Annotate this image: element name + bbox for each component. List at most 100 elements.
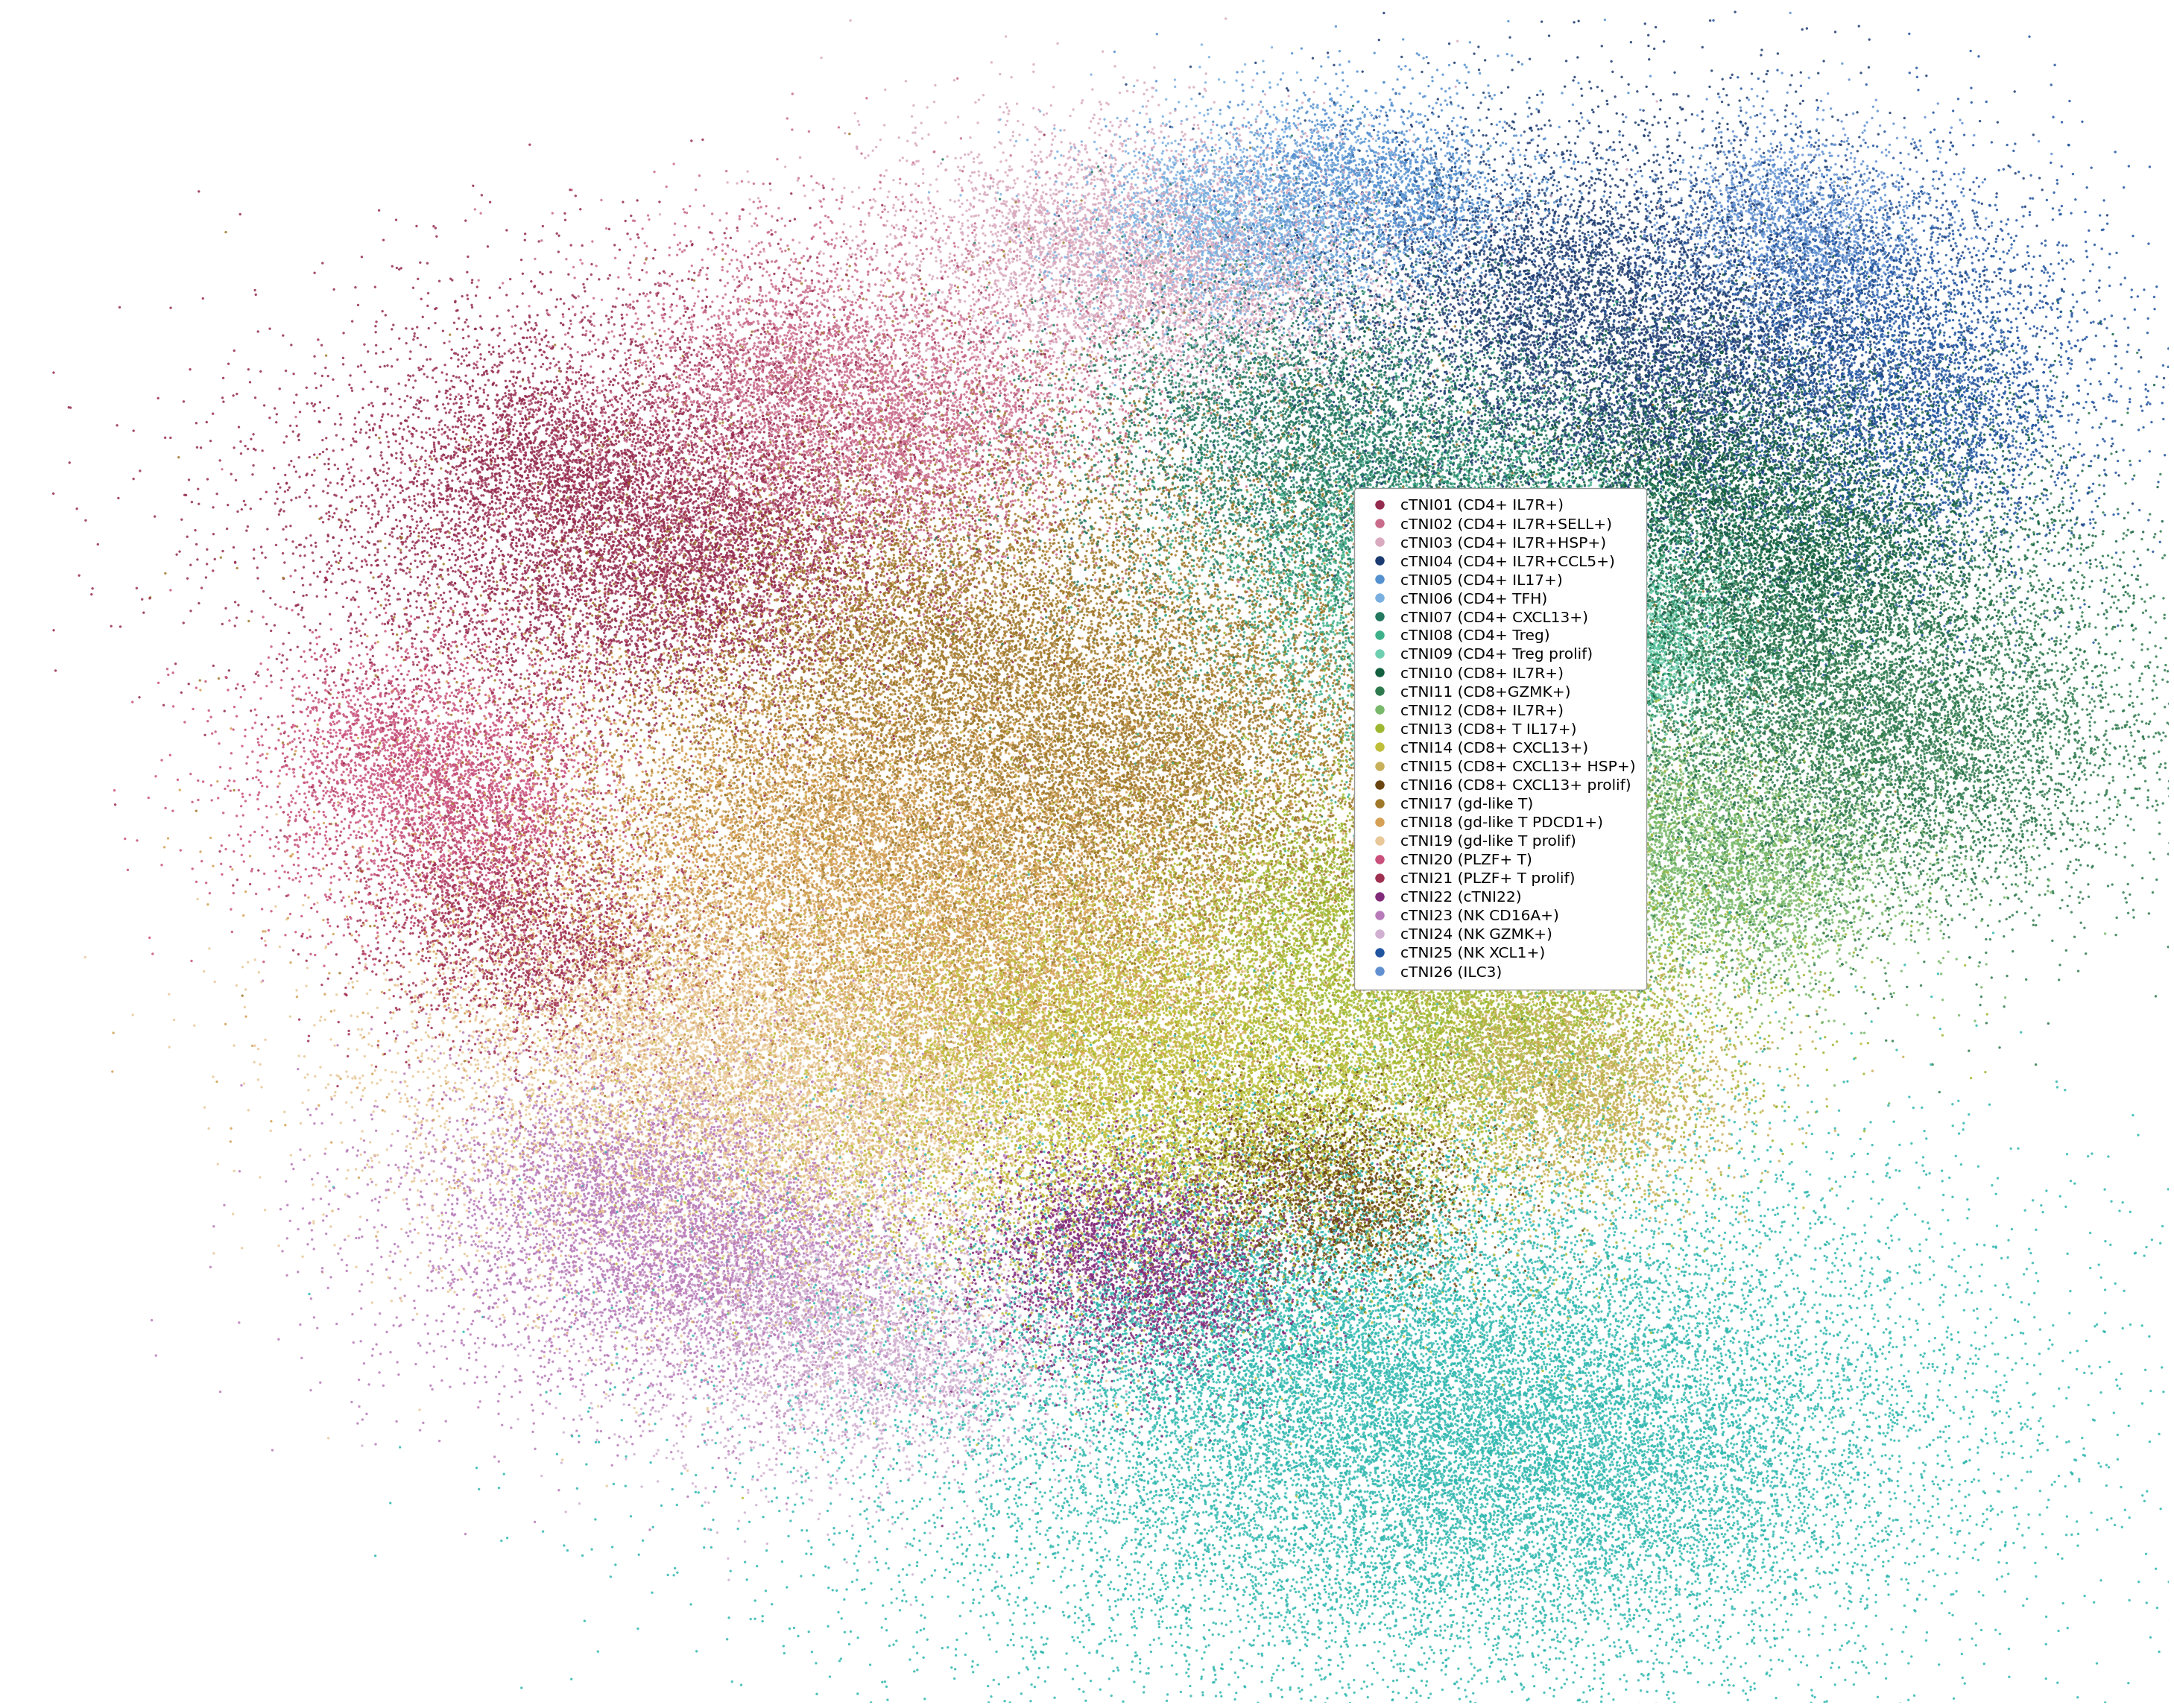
Point xyxy=(839,348,874,376)
Point xyxy=(770,1033,804,1061)
Point xyxy=(1904,845,1939,873)
Point xyxy=(415,1196,450,1223)
Point xyxy=(1311,1442,1346,1469)
Point xyxy=(1017,769,1052,796)
Point xyxy=(828,1095,863,1122)
Point xyxy=(1337,897,1372,924)
Point xyxy=(1387,126,1422,154)
Point xyxy=(1785,528,1820,555)
Point xyxy=(748,1310,783,1337)
Point xyxy=(1150,1129,1185,1156)
Point xyxy=(1320,837,1354,864)
Point xyxy=(1152,1057,1187,1085)
Point xyxy=(1307,946,1341,974)
Point xyxy=(1350,844,1385,871)
Point xyxy=(1898,468,1933,495)
Point xyxy=(1154,1076,1189,1103)
Point xyxy=(1224,254,1259,282)
Point xyxy=(1420,972,1454,999)
Point xyxy=(1620,1242,1654,1269)
Point xyxy=(1480,719,1515,746)
Point xyxy=(1165,268,1200,295)
Point xyxy=(733,287,767,314)
Point xyxy=(454,548,489,576)
Point xyxy=(1844,393,1878,420)
Point xyxy=(741,367,776,395)
Point xyxy=(1683,740,1717,767)
Point xyxy=(657,760,691,787)
Point xyxy=(1459,314,1494,342)
Point xyxy=(1096,924,1130,951)
Point xyxy=(1841,548,1876,576)
Point xyxy=(974,813,1009,840)
Point xyxy=(509,405,544,432)
Point xyxy=(1409,842,1444,869)
Point xyxy=(787,1313,822,1341)
Point xyxy=(1133,1320,1167,1348)
Point xyxy=(1711,179,1746,207)
Point xyxy=(1298,159,1333,186)
Point xyxy=(1174,1325,1209,1353)
Point xyxy=(1583,758,1617,786)
Point xyxy=(1404,816,1439,844)
Point xyxy=(815,345,850,372)
Point xyxy=(1465,521,1500,548)
Point xyxy=(1600,289,1635,316)
Point xyxy=(854,789,889,816)
Point xyxy=(1341,806,1376,834)
Point xyxy=(1787,162,1822,190)
Point xyxy=(1652,458,1687,485)
Point xyxy=(1607,439,1641,466)
Point xyxy=(1820,806,1854,834)
Point xyxy=(1926,454,1961,482)
Point xyxy=(1607,251,1641,278)
Point xyxy=(1852,470,1887,497)
Point xyxy=(1548,1295,1583,1322)
Point xyxy=(974,535,1009,562)
Point xyxy=(1326,1308,1361,1336)
Point xyxy=(724,1170,759,1197)
Point xyxy=(1357,234,1391,261)
Point xyxy=(1498,434,1533,461)
Point xyxy=(1420,922,1454,950)
Point xyxy=(1720,545,1754,572)
Point xyxy=(1981,434,2015,461)
Point xyxy=(976,827,1011,854)
Point xyxy=(1759,362,1794,389)
Point xyxy=(1422,424,1457,451)
Point xyxy=(1248,451,1283,478)
Point xyxy=(1587,1266,1622,1293)
Point xyxy=(765,1001,800,1028)
Point xyxy=(1111,565,1146,593)
Point xyxy=(1515,654,1550,681)
Point xyxy=(1172,1363,1207,1390)
Point xyxy=(807,750,841,777)
Point xyxy=(1333,1689,1367,1708)
Point xyxy=(815,654,850,681)
Point xyxy=(1800,179,1835,207)
Point xyxy=(1754,512,1789,540)
Point xyxy=(780,871,815,898)
Point xyxy=(1226,1064,1261,1091)
Point xyxy=(611,1218,646,1245)
Point xyxy=(1630,574,1665,601)
Point xyxy=(1302,342,1337,369)
Point xyxy=(944,919,978,946)
Point xyxy=(1409,512,1444,540)
Point xyxy=(1257,231,1291,258)
Point xyxy=(1296,1240,1330,1267)
Point xyxy=(609,545,644,572)
Point xyxy=(854,289,889,316)
Point xyxy=(1831,164,1865,191)
Point xyxy=(789,1033,824,1061)
Point xyxy=(1609,697,1644,724)
Point xyxy=(1150,975,1185,1003)
Point xyxy=(1720,311,1754,338)
Point xyxy=(554,1356,589,1383)
Point xyxy=(994,610,1028,637)
Point xyxy=(1630,822,1665,849)
Point xyxy=(1761,1404,1796,1431)
Point xyxy=(1576,588,1611,615)
Point xyxy=(1239,400,1274,427)
Point xyxy=(763,699,798,726)
